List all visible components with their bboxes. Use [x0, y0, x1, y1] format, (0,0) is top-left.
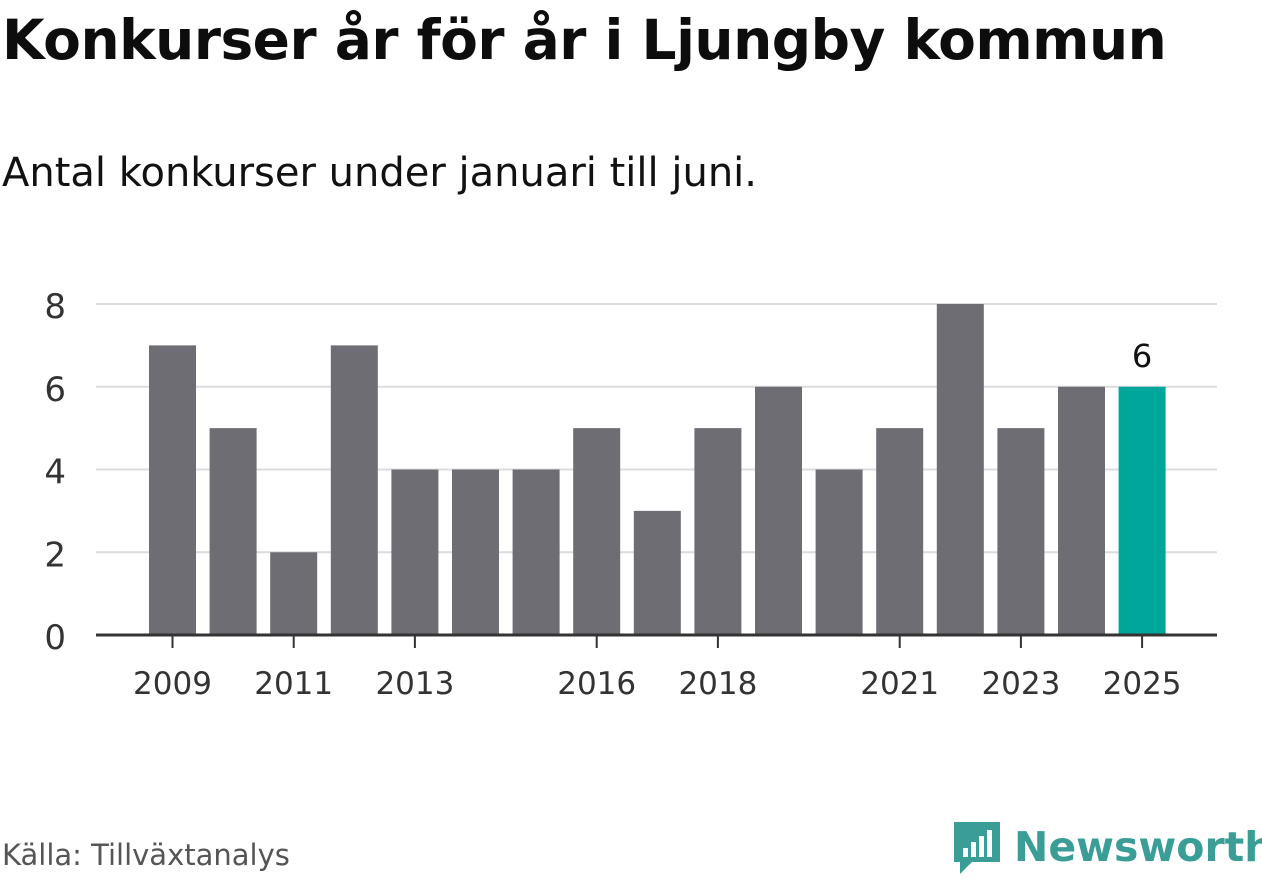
- bar-2021: [876, 428, 924, 635]
- bar-2011: [270, 552, 318, 635]
- bar-2024: [1058, 386, 1105, 635]
- bar-2012: [330, 345, 378, 635]
- data-label: 6: [1132, 337, 1152, 375]
- bar-2010: [209, 428, 257, 635]
- bar-2013: [391, 469, 439, 635]
- chart-title: Konkurser år för år i Ljungby kommun: [2, 8, 1167, 72]
- bar-2022: [936, 304, 984, 635]
- y-tick-label: 0: [44, 618, 66, 658]
- y-tick-label: 6: [44, 370, 66, 410]
- bar-2009: [149, 345, 196, 635]
- newsworthy-logo-icon: [954, 822, 1000, 874]
- y-tick-label: 8: [44, 287, 66, 327]
- bar-2023: [997, 428, 1045, 635]
- bar-2025: [1118, 386, 1166, 635]
- x-tick-label: 2011: [254, 666, 333, 702]
- x-tick-label: 2018: [678, 666, 757, 702]
- x-tick-label: 2013: [375, 666, 454, 702]
- chart-subtitle: Antal konkurser under januari till juni.: [2, 150, 757, 196]
- brand-logo: Newsworthy: [950, 818, 1262, 876]
- brand-name: Newsworthy: [1014, 823, 1262, 871]
- bar-2018: [694, 428, 742, 635]
- x-tick-label: 2023: [981, 666, 1060, 702]
- bar-2015: [512, 469, 560, 635]
- x-tick-label: 2016: [557, 666, 636, 702]
- bar-2017: [633, 510, 681, 635]
- bar-2020: [815, 469, 863, 635]
- y-tick-label: 2: [44, 535, 66, 575]
- y-tick-label: 4: [44, 453, 66, 493]
- x-tick-label: 2025: [1103, 666, 1182, 702]
- source-note: Källa: Tillväxtanalys: [2, 838, 290, 872]
- bar-2019: [755, 386, 802, 635]
- x-tick-label: 2021: [860, 666, 939, 702]
- bar-2016: [573, 428, 621, 635]
- bar-2014: [452, 469, 499, 635]
- x-tick-label: 2009: [133, 666, 212, 702]
